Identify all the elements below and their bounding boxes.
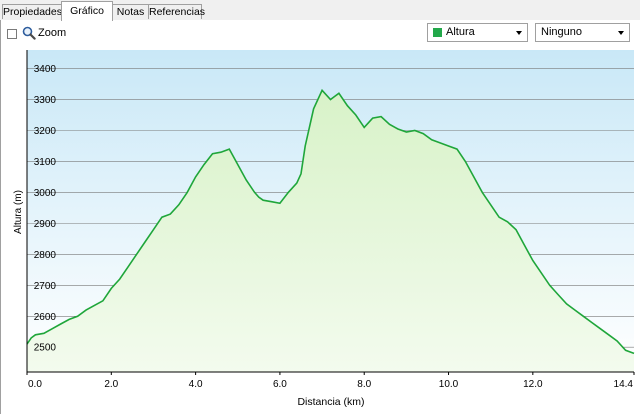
y-tick-label: 3400 — [34, 64, 57, 75]
series-select-value: Altura — [446, 26, 475, 38]
x-tick-label: 4.0 — [189, 379, 203, 390]
y-tick-label: 3300 — [34, 95, 57, 106]
zoom-label: Zoom — [38, 27, 67, 39]
elevation-area — [27, 90, 634, 373]
x-tick-label: 6.0 — [273, 379, 287, 390]
x-tick-label: 12.0 — [523, 379, 543, 390]
y-tick-labels: 2500 2600 2700 2800 2900 3000 3100 3200 3300 3400 — [34, 64, 57, 354]
y-axis-label: Altura (m) — [13, 190, 24, 234]
tab-grafico[interactable]: Gráfico — [61, 1, 113, 21]
overlay-select-value: Ninguno — [541, 26, 582, 38]
y-tick-label: 3200 — [34, 126, 57, 137]
y-tick-label: 2900 — [34, 219, 57, 230]
chevron-down-icon — [618, 31, 624, 35]
y-tick-label: 3000 — [34, 188, 57, 199]
zoom-checkbox[interactable] — [7, 29, 17, 39]
series-select[interactable]: Altura — [427, 23, 528, 42]
x-tick-label: 14.4 — [614, 379, 634, 390]
x-axis-label: Distancia (km) — [297, 396, 364, 408]
tab-referencias[interactable]: Referencias — [148, 4, 206, 19]
tab-bar: Propiedades Gráfico Notas Referencias — [0, 0, 640, 21]
x-tick-label: 2.0 — [104, 379, 118, 390]
x-tick-label: 10.0 — [439, 379, 459, 390]
tab-propiedades[interactable]: Propiedades — [2, 4, 62, 19]
y-tick-label: 2500 — [34, 343, 57, 354]
x-tick-label: 8.0 — [357, 379, 371, 390]
y-tick-label: 2800 — [34, 250, 57, 261]
chevron-down-icon — [516, 31, 522, 35]
series-color-swatch — [433, 28, 442, 37]
y-tick-label: 3100 — [34, 157, 57, 168]
x-tick-label: 0.0 — [28, 379, 42, 390]
x-tick-labels: 0.0 2.0 4.0 6.0 8.0 10.0 12.0 14.4 — [26, 372, 635, 390]
elevation-line — [26, 88, 635, 355]
magnifier-icon — [22, 26, 36, 40]
y-tick-label: 2700 — [34, 281, 57, 292]
y-tick-label: 2600 — [34, 312, 57, 323]
overlay-select[interactable]: Ninguno — [535, 23, 630, 42]
